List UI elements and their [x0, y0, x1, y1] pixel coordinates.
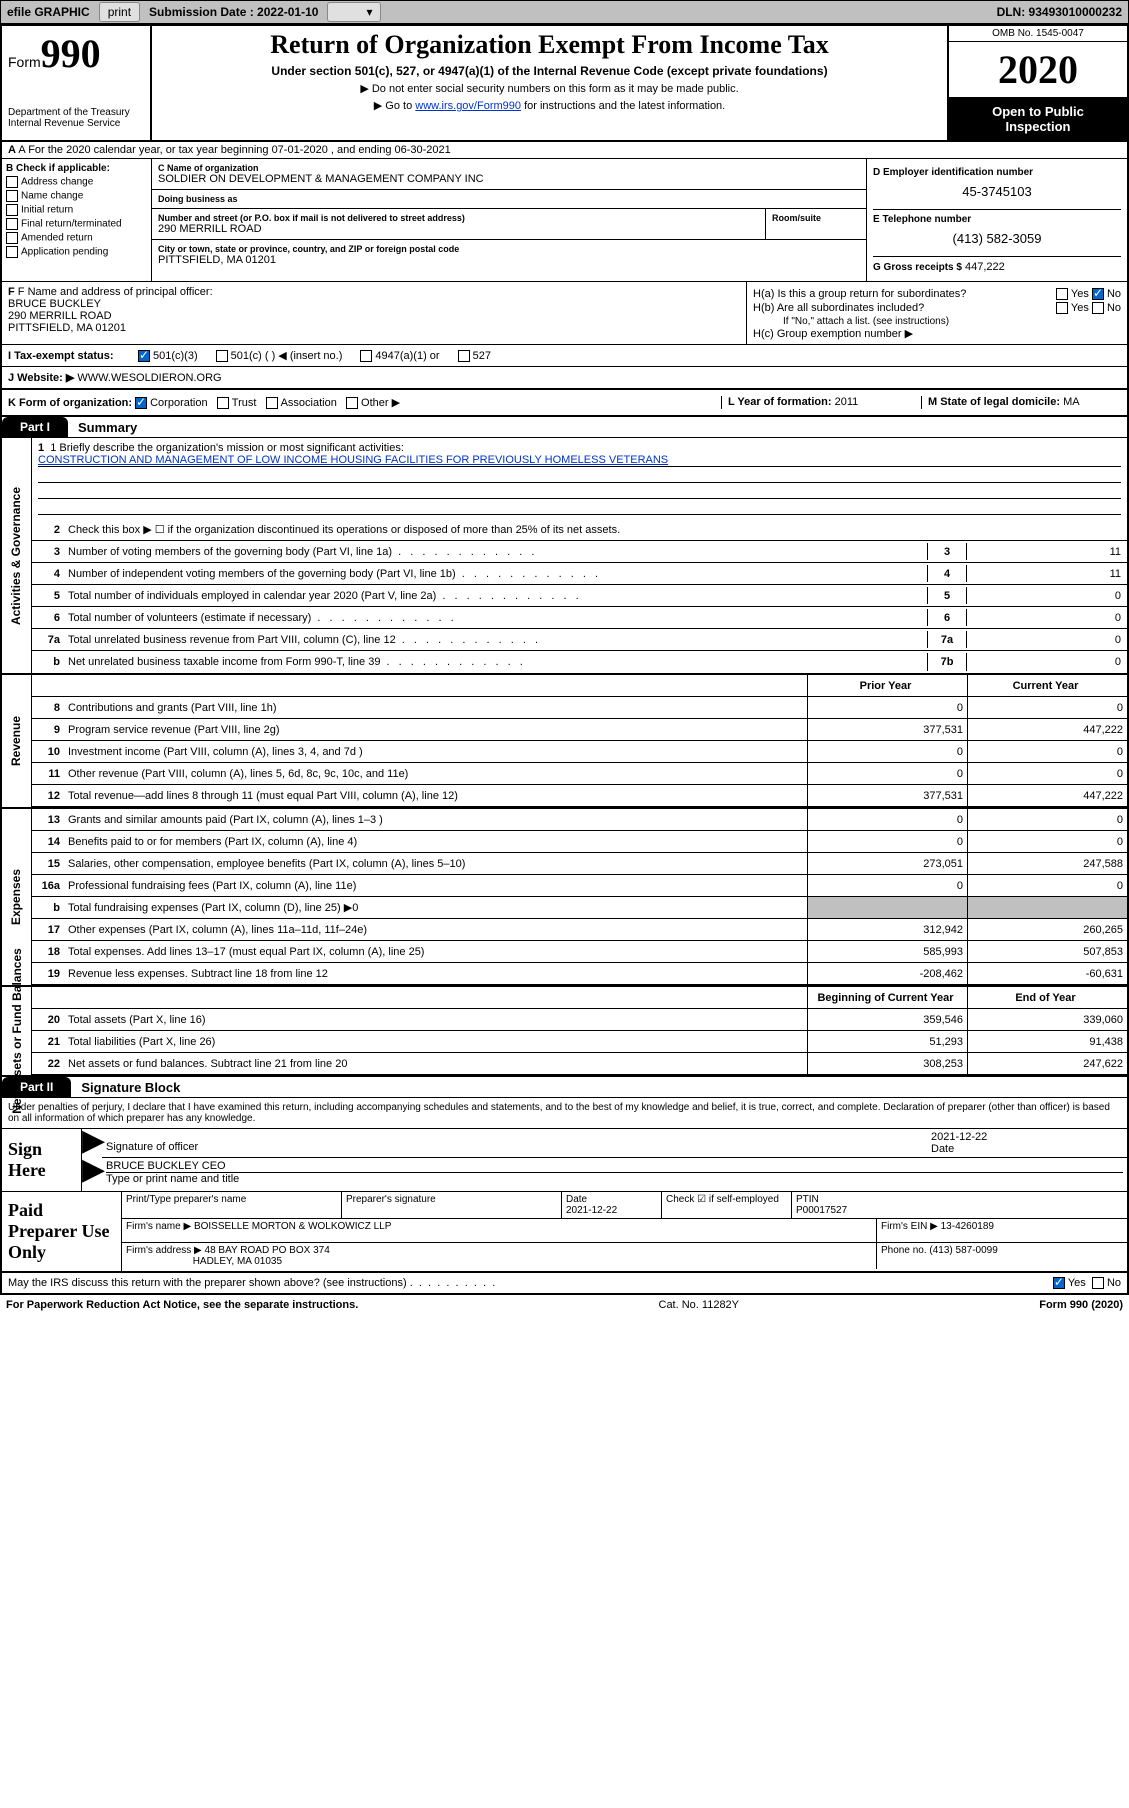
form-title: Return of Organization Exempt From Incom… [158, 30, 941, 60]
row-a-tax-year: A A For the 2020 calendar year, or tax y… [2, 142, 1127, 159]
submission-date: Submission Date : 2022-01-10 [143, 3, 324, 21]
telephone-value: (413) 582-3059 [873, 225, 1121, 252]
form-label: Form [8, 54, 41, 70]
row-fh: F F Name and address of principal office… [2, 282, 1127, 345]
group-return-questions: H(a) Is this a group return for subordin… [747, 282, 1127, 344]
principal-officer: F F Name and address of principal office… [2, 282, 747, 344]
instr-1: ▶ Do not enter social security numbers o… [158, 82, 941, 95]
section-bcd: B Check if applicable: Address change Na… [2, 159, 1127, 282]
chk-final-return[interactable]: Final return/terminated [6, 218, 147, 230]
perjury-declaration: Under penalties of perjury, I declare th… [2, 1098, 1127, 1128]
chk-name-change[interactable]: Name change [6, 190, 147, 202]
street-address: 290 MERRILL ROAD [158, 223, 759, 235]
irs-label: Internal Revenue Service [8, 118, 144, 129]
chk-application-pending[interactable]: Application pending [6, 246, 147, 258]
part2-header: Part II Signature Block [2, 1077, 1127, 1098]
row-k-form-org: K Form of organization: Corporation Trus… [2, 390, 1127, 417]
ein-value: 45-3745103 [873, 178, 1121, 205]
header-right: OMB No. 1545-0047 2020 Open to Public In… [947, 26, 1127, 140]
year-formation: 2011 [835, 396, 859, 408]
city-state-zip: PITTSFIELD, MA 01201 [158, 254, 860, 266]
col-b-checkboxes: B Check if applicable: Address change Na… [2, 159, 152, 281]
dropdown-button[interactable]: ▾ [327, 2, 381, 22]
section-revenue: Revenue Prior YearCurrent Year 8Contribu… [2, 675, 1127, 809]
row-j-website: J Website: ▶ WWW.WESOLDIERON.ORG [2, 367, 1127, 390]
chk-amended-return[interactable]: Amended return [6, 232, 147, 244]
bottom-note: For Paperwork Reduction Act Notice, see … [0, 1295, 1129, 1315]
org-name: SOLDIER ON DEVELOPMENT & MANAGEMENT COMP… [158, 173, 860, 185]
tax-year: 2020 [949, 42, 1127, 98]
sign-here-row: Sign Here ▶ Signature of officer 2021-12… [2, 1128, 1127, 1191]
part1-header: Part I Summary [2, 417, 1127, 438]
row-i-tax-exempt: I Tax-exempt status: 501(c)(3) 501(c) ( … [2, 345, 1127, 367]
form-subtitle: Under section 501(c), 527, or 4947(a)(1)… [158, 64, 941, 78]
col-d-ein-tel: D Employer identification number 45-3745… [867, 159, 1127, 281]
section-net-assets: Net Assets or Fund Balances Beginning of… [2, 987, 1127, 1077]
chk-initial-return[interactable]: Initial return [6, 204, 147, 216]
efile-label: efile GRAPHIC [1, 3, 96, 21]
form-header: Form990 Department of the Treasury Inter… [2, 26, 1127, 142]
section-expenses: Expenses 13Grants and similar amounts pa… [2, 809, 1127, 987]
open-public-badge: Open to Public Inspection [949, 98, 1127, 140]
instr-2: ▶ Go to www.irs.gov/Form990 for instruct… [158, 99, 941, 112]
gross-receipts: 447,222 [965, 261, 1005, 273]
form-990: Form990 Department of the Treasury Inter… [0, 24, 1129, 1295]
section-governance: Activities & Governance 1 1 Briefly desc… [2, 438, 1127, 675]
website-value: WWW.WESOLDIERON.ORG [77, 372, 221, 384]
officer-name: BRUCE BUCKLEY CEO [106, 1160, 1123, 1173]
print-button[interactable]: print [99, 2, 140, 22]
form-number: 990 [41, 31, 101, 76]
form990-link[interactable]: www.irs.gov/Form990 [415, 100, 521, 112]
col-c-org-info: C Name of organization SOLDIER ON DEVELO… [152, 159, 867, 281]
chk-address-change[interactable]: Address change [6, 176, 147, 188]
paid-preparer-row: Paid Preparer Use Only Print/Type prepar… [2, 1191, 1127, 1271]
header-left: Form990 Department of the Treasury Inter… [2, 26, 152, 140]
top-bar: efile GRAPHIC print Submission Date : 20… [0, 0, 1129, 24]
mission-statement: CONSTRUCTION AND MANAGEMENT OF LOW INCOM… [38, 454, 1121, 467]
dln-label: DLN: 93493010000232 [991, 3, 1128, 21]
omb-number: OMB No. 1545-0047 [949, 26, 1127, 42]
irs-discuss-row: May the IRS discuss this return with the… [2, 1271, 1127, 1293]
state-domicile: MA [1063, 396, 1080, 408]
header-mid: Return of Organization Exempt From Incom… [152, 26, 947, 140]
dept-treasury: Department of the Treasury [8, 107, 144, 118]
